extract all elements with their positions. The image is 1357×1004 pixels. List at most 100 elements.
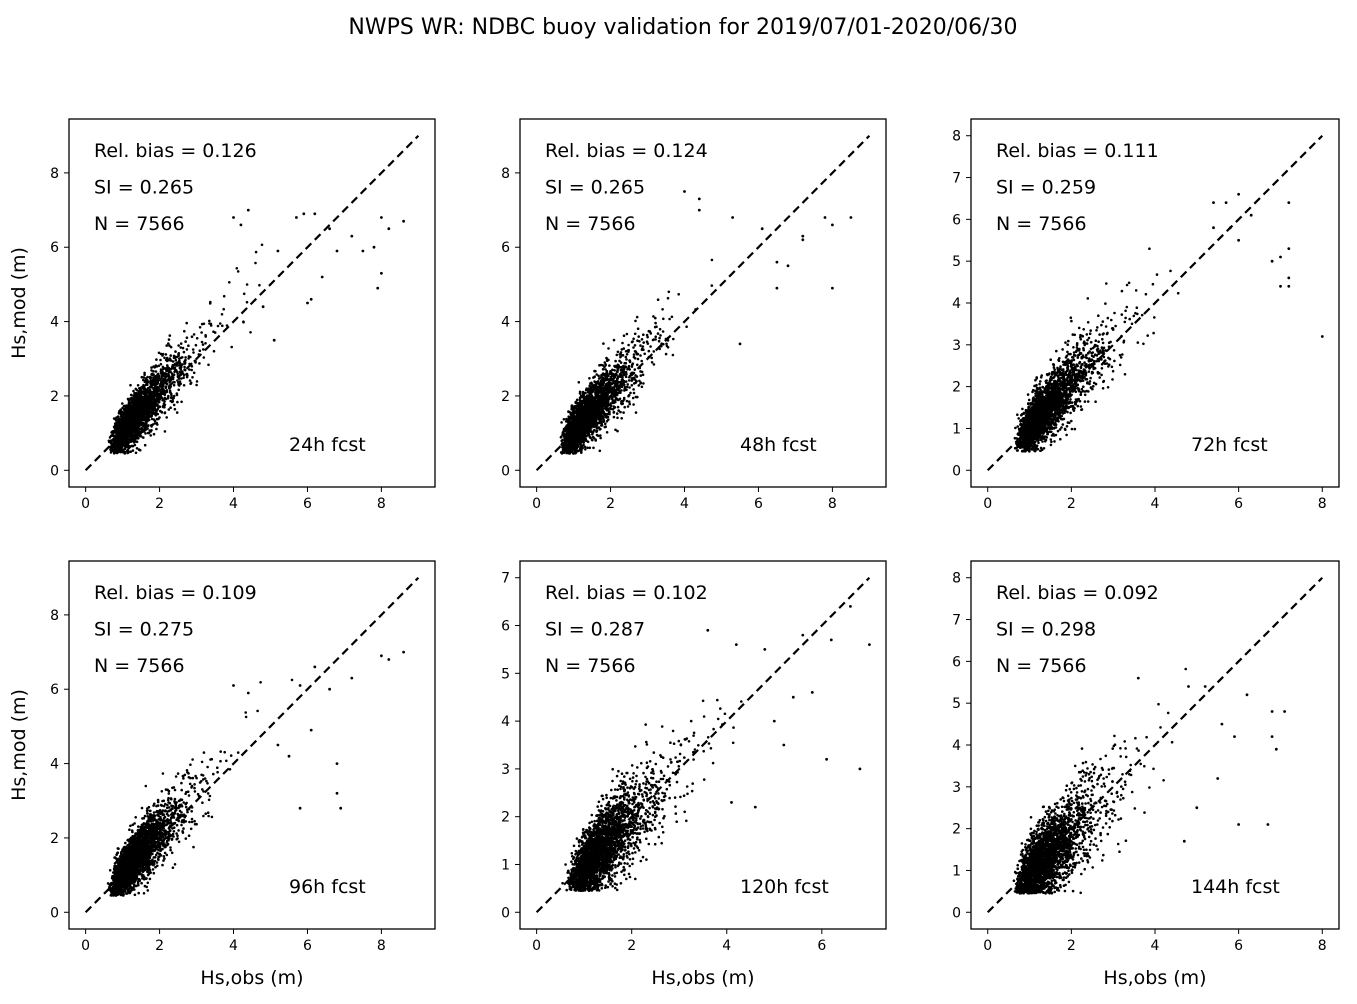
data-point — [562, 418, 566, 421]
data-point — [612, 338, 616, 342]
data-point — [118, 410, 121, 414]
data-point — [622, 396, 626, 400]
data-point — [190, 335, 194, 339]
data-point — [156, 423, 159, 426]
data-point — [606, 412, 609, 416]
data-point — [143, 443, 147, 447]
data-point — [624, 370, 628, 374]
data-point — [139, 435, 143, 438]
data-point — [607, 347, 610, 350]
data-point — [143, 371, 146, 375]
data-point — [126, 439, 129, 443]
data-point — [195, 337, 199, 340]
data-point — [164, 373, 167, 376]
data-point — [654, 321, 657, 325]
data-point — [202, 348, 205, 351]
data-point — [189, 355, 192, 359]
data-point — [139, 430, 143, 434]
outlier-point — [302, 212, 306, 216]
data-point — [636, 357, 640, 361]
data-point — [155, 409, 158, 412]
data-point — [605, 431, 609, 434]
data-point — [183, 365, 186, 369]
data-point — [126, 451, 130, 454]
data-point — [184, 340, 187, 343]
data-point — [592, 446, 595, 450]
data-point — [124, 433, 128, 437]
data-point — [142, 436, 145, 439]
data-point — [150, 417, 154, 421]
data-point — [116, 448, 120, 451]
axes-frame — [68, 118, 436, 488]
data-point — [150, 369, 153, 372]
data-point — [168, 334, 172, 337]
data-point — [622, 411, 625, 414]
data-point — [142, 430, 146, 433]
data-point — [208, 319, 211, 323]
data-point — [620, 375, 623, 379]
data-point — [242, 320, 245, 324]
data-point — [119, 445, 123, 448]
data-point — [646, 335, 649, 339]
data-point — [151, 379, 155, 382]
data-point — [139, 401, 143, 404]
data-point — [119, 434, 123, 437]
data-point — [207, 363, 210, 367]
data-point — [151, 373, 154, 377]
data-point — [164, 353, 168, 356]
data-point — [634, 351, 638, 354]
data-point — [125, 422, 128, 425]
data-point — [135, 447, 139, 450]
data-point — [598, 412, 601, 415]
data-point — [650, 361, 654, 364]
data-point — [642, 382, 645, 385]
data-point — [598, 383, 601, 386]
data-point — [616, 388, 619, 392]
data-point — [639, 381, 643, 385]
data-point — [575, 398, 579, 402]
x-tick-label: 2 — [155, 496, 164, 512]
data-point — [597, 434, 600, 438]
data-point — [115, 451, 119, 455]
data-point — [601, 376, 605, 380]
data-point — [179, 342, 183, 345]
data-point — [167, 366, 171, 370]
data-point — [152, 370, 155, 373]
data-point — [172, 356, 176, 360]
data-point — [626, 383, 629, 386]
data-point — [185, 321, 188, 325]
data-point — [129, 430, 132, 434]
data-point — [191, 376, 194, 379]
x-tick-label: 6 — [303, 496, 312, 512]
data-point — [183, 329, 186, 333]
data-point — [585, 431, 588, 435]
data-point — [171, 399, 175, 403]
data-point — [178, 357, 181, 360]
data-point — [228, 281, 231, 284]
data-point — [641, 345, 645, 348]
data-point — [167, 408, 171, 411]
data-point — [162, 378, 165, 381]
data-point — [114, 422, 118, 426]
data-point — [156, 381, 160, 385]
data-point — [619, 410, 622, 414]
data-point — [183, 362, 187, 365]
data-point — [114, 434, 117, 437]
outlier-point — [313, 212, 317, 216]
data-point — [163, 405, 166, 409]
data-point — [129, 401, 133, 404]
data-point — [617, 364, 620, 367]
data-point — [600, 374, 603, 378]
data-point — [625, 385, 629, 389]
data-point — [110, 442, 113, 445]
data-point — [561, 431, 565, 434]
data-point — [620, 378, 624, 382]
data-point — [642, 333, 645, 337]
data-point — [592, 386, 595, 390]
data-point — [134, 404, 138, 408]
data-point — [172, 394, 176, 398]
data-point — [133, 437, 137, 441]
data-point — [146, 427, 149, 430]
data-point — [137, 427, 141, 431]
